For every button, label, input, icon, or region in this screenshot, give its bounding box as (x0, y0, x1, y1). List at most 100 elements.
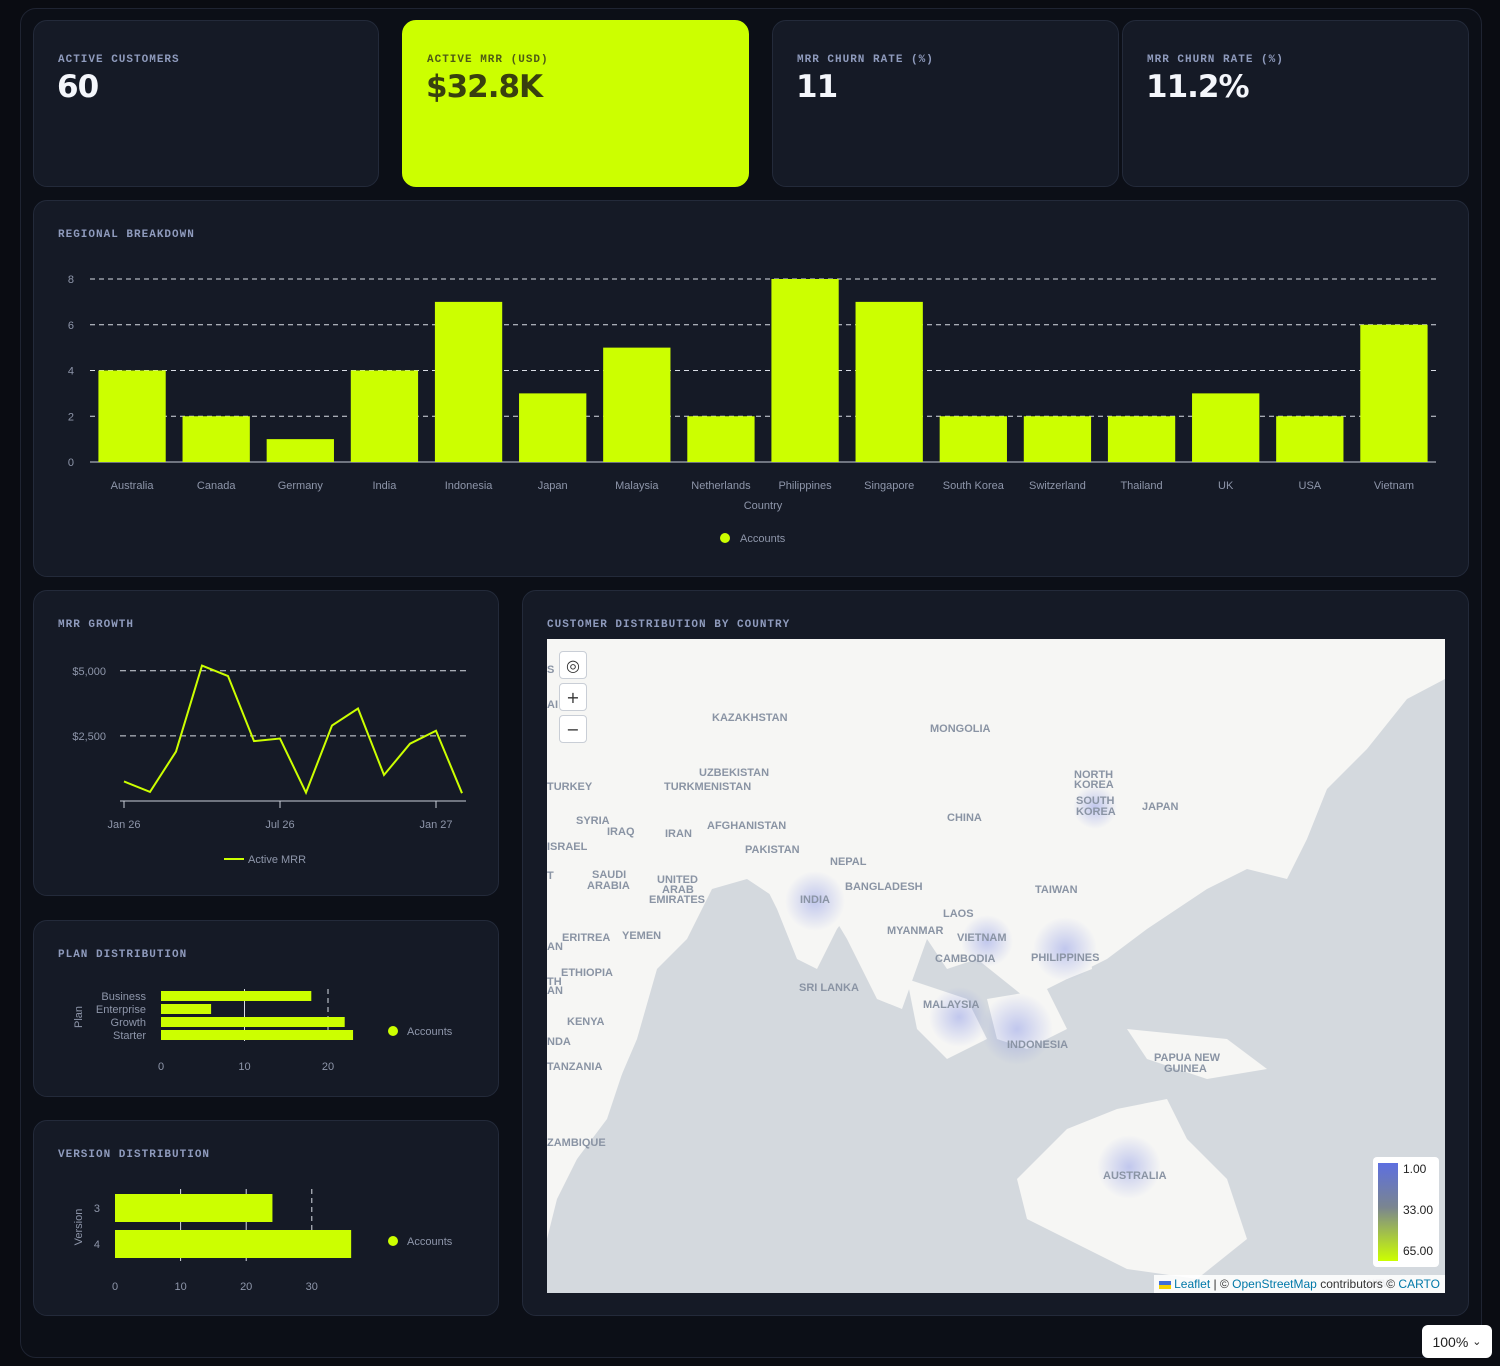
y-tick-label: 4 (94, 1239, 100, 1251)
bar-business[interactable] (161, 991, 312, 1001)
heat-scale-bar (1378, 1163, 1398, 1261)
kpi-value: 60 (57, 69, 99, 105)
map-place-label: SOUTH (1076, 795, 1115, 807)
customer-map-card: CUSTOMER DISTRIBUTION BY COUNTRY (522, 590, 1469, 1316)
map-place-label: ARABIA (587, 880, 630, 892)
bar-singapore[interactable] (855, 301, 923, 462)
section-title: REGIONAL BREAKDOWN (58, 229, 195, 241)
map-place-label: AUSTRALIA (1103, 1170, 1167, 1182)
y-tick-label: Starter (113, 1030, 146, 1042)
x-tick-label: USA (1299, 480, 1322, 492)
y-axis-title: Version (73, 1209, 85, 1246)
bar-japan[interactable] (519, 393, 587, 462)
x-tick-label: 30 (306, 1281, 318, 1293)
leaflet-link[interactable]: Leaflet (1174, 1277, 1211, 1291)
heat-scale-label: 1.00 (1403, 1162, 1427, 1176)
attribution-text: contributors © (1320, 1277, 1396, 1291)
osm-link[interactable]: OpenStreetMap (1232, 1277, 1317, 1291)
map-place-label: PHILIPPINES (1031, 952, 1099, 964)
map-place-label: TANZANIA (547, 1061, 602, 1073)
bar-enterprise[interactable] (161, 1004, 212, 1014)
map-place-label: GUINEA (1164, 1063, 1207, 1075)
bar-3[interactable] (115, 1194, 273, 1222)
x-tick-label: 0 (112, 1281, 118, 1293)
legend-label[interactable]: Accounts (407, 1236, 453, 1248)
x-tick-label: Jul 26 (265, 819, 294, 831)
customer-distribution-map[interactable]: KAZAKHSTAN MONGOLIA UZBEKISTAN TURKMENISTAN… (547, 639, 1445, 1293)
legend-label[interactable]: Accounts (740, 533, 786, 545)
version-bar-chart: 0 10 20 30 3 4 Version Accounts (73, 1189, 453, 1293)
legend-label[interactable]: Active MRR (248, 854, 306, 866)
map-basemap: KAZAKHSTAN MONGOLIA UZBEKISTAN TURKMENISTAN… (547, 639, 1445, 1290)
x-tick-label: 10 (238, 1061, 250, 1073)
bar-germany[interactable] (266, 439, 334, 462)
y-tick-label: 3 (94, 1203, 100, 1215)
bar-australia[interactable] (98, 370, 166, 463)
bar-canada[interactable] (182, 416, 250, 462)
kpi-card-active-mrr: ACTIVE MRR (USD) $32.8K (402, 20, 749, 187)
bar-4[interactable] (115, 1230, 352, 1258)
section-title: PLAN DISTRIBUTION (58, 949, 188, 961)
map-attribution: Leaflet | © OpenStreetMap contributors ©… (1153, 1275, 1445, 1293)
zoom-out-button[interactable]: − (559, 715, 587, 743)
bar-indonesia[interactable] (434, 301, 503, 462)
x-tick-label: 0 (158, 1061, 164, 1073)
bar-india[interactable] (350, 370, 419, 463)
bar-starter[interactable] (161, 1030, 354, 1040)
heat-spot-vietnam (961, 915, 1013, 967)
map-place-label: BANGLADESH (845, 881, 923, 893)
map-place-label: CAMBODIA (935, 953, 996, 965)
kpi-label: MRR CHURN RATE (%) (1147, 54, 1284, 66)
bar-vietnam[interactable] (1360, 324, 1428, 462)
carto-link[interactable]: CARTO (1398, 1277, 1440, 1291)
legend-label[interactable]: Accounts (407, 1026, 453, 1038)
heat-spot-philippines (1033, 917, 1097, 981)
x-tick-label: 10 (174, 1281, 186, 1293)
locate-button[interactable]: ◎ (559, 651, 587, 679)
bar-uk[interactable] (1192, 393, 1260, 462)
x-tick-label: 20 (240, 1281, 252, 1293)
bar-usa[interactable] (1276, 416, 1344, 462)
bar-thailand[interactable] (1107, 416, 1176, 462)
map-place-label: AN (547, 985, 563, 997)
heat-spot-india (785, 871, 845, 931)
x-tick-label: South Korea (943, 480, 1005, 492)
ukraine-flag-icon (1158, 1280, 1171, 1289)
y-tick-label: $5,000 (72, 666, 106, 678)
bar-netherlands[interactable] (687, 416, 755, 462)
heat-scale-label: 65.00 (1403, 1244, 1434, 1258)
y-tick-label: $2,500 (72, 731, 106, 743)
x-tick-label: Indonesia (445, 480, 494, 492)
kpi-card-mrr-churn-rate: MRR CHURN RATE (%) 11.2% (1122, 20, 1469, 187)
map-place-label: S (547, 664, 554, 676)
map-place-label: ARAB (662, 884, 694, 896)
section-title: CUSTOMER DISTRIBUTION BY COUNTRY (547, 619, 791, 631)
y-tick-label: 4 (68, 366, 74, 378)
y-tick-label: 2 (68, 411, 74, 423)
bar-philippines[interactable] (771, 279, 839, 462)
heat-spot-malaysia (929, 987, 989, 1047)
bar-south-korea[interactable] (939, 416, 1007, 462)
zoom-level-select[interactable]: 100% ⌄ (1422, 1325, 1492, 1358)
zoom-in-button[interactable]: + (559, 683, 587, 711)
zoom-level-value: 100% (1432, 1333, 1469, 1350)
map-place-label: PAKISTAN (745, 844, 800, 856)
map-place-label: INDIA (800, 894, 830, 906)
heat-spot-indonesia (981, 993, 1053, 1065)
regional-breakdown-card: REGIONAL BREAKDOWN 0 2 4 6 8 Australia Canada G… (33, 200, 1469, 577)
map-place-label: AI (547, 699, 558, 711)
y-tick-label: Growth (111, 1017, 146, 1029)
map-place-label: UZBEKISTAN (699, 767, 769, 779)
bar-growth[interactable] (161, 1017, 345, 1027)
kpi-value: 11.2% (1146, 69, 1250, 105)
map-place-label: ETHIOPIA (561, 967, 613, 979)
bar-malaysia[interactable] (603, 347, 671, 462)
kpi-label: MRR CHURN RATE (%) (797, 54, 934, 66)
map-place-label: NORTH (1074, 769, 1113, 781)
map-place-label: MALAYSIA (923, 999, 979, 1011)
attribution-text: | © (1213, 1277, 1229, 1291)
y-axis-title: Plan (73, 1006, 85, 1028)
bar-switzerland[interactable] (1023, 416, 1092, 462)
map-place-label: IRAQ (607, 826, 635, 838)
landmass-arabia (567, 839, 697, 939)
